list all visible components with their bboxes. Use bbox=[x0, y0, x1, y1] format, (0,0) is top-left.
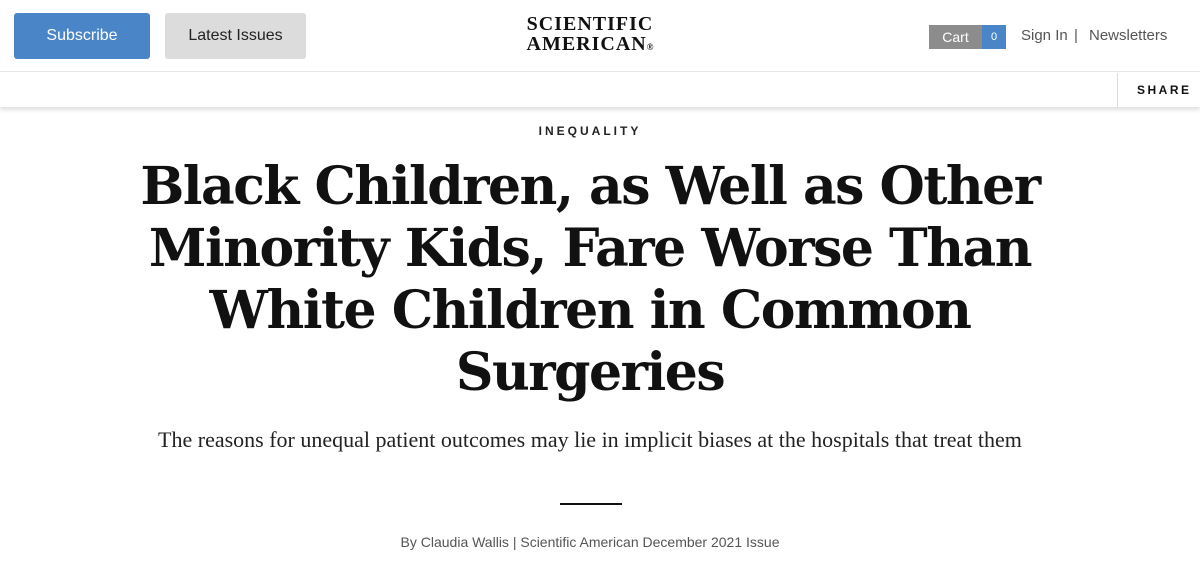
newsletters-link[interactable]: Newsletters bbox=[1089, 27, 1168, 44]
issue-link[interactable]: Scientific American December 2021 Issue bbox=[520, 534, 780, 550]
sign-in-link[interactable]: Sign In bbox=[1021, 27, 1068, 44]
article-byline: By Claudia Wallis | Scientific American … bbox=[0, 534, 1180, 550]
headline-divider bbox=[560, 503, 622, 505]
site-logo[interactable]: SCIENTIFIC AMERICAN® bbox=[500, 14, 680, 57]
author-link[interactable]: Claudia Wallis bbox=[420, 534, 509, 550]
article-category[interactable]: INEQUALITY bbox=[538, 124, 642, 138]
logo-line-2: AMERICAN® bbox=[500, 34, 680, 57]
cart-count-badge: 0 bbox=[982, 25, 1006, 49]
logo-line-1: SCIENTIFIC bbox=[526, 13, 654, 35]
byline-prefix: By bbox=[400, 534, 421, 550]
cart-button[interactable]: Cart 0 bbox=[929, 25, 1006, 49]
cart-label: Cart bbox=[929, 25, 982, 49]
share-button[interactable]: SHARE bbox=[1137, 83, 1192, 97]
latest-issues-button[interactable]: Latest Issues bbox=[165, 13, 306, 59]
share-bar: SHARE bbox=[0, 73, 1200, 107]
header-separator: | bbox=[1074, 27, 1078, 44]
article-headline: Black Children, as Well as Other Minorit… bbox=[140, 156, 1041, 403]
logo-line-2-text: AMERICAN bbox=[526, 33, 647, 55]
site-header: Subscribe Latest Issues SCIENTIFIC AMERI… bbox=[0, 0, 1200, 72]
share-divider bbox=[1117, 73, 1118, 107]
byline-separator: | bbox=[508, 534, 521, 550]
subscribe-button[interactable]: Subscribe bbox=[14, 13, 150, 59]
registered-mark: ® bbox=[646, 42, 654, 52]
article-dek: The reasons for unequal patient outcomes… bbox=[158, 427, 1022, 452]
